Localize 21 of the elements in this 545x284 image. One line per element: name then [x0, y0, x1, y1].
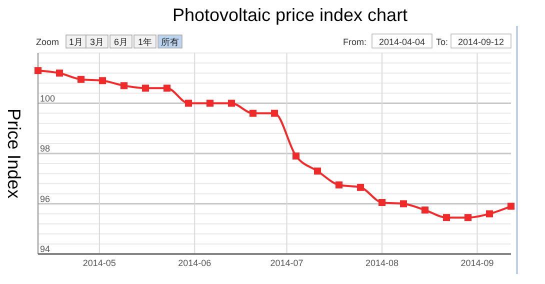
zoom-button: 所有 — [158, 34, 182, 48]
y-tick-label: 100 — [40, 93, 56, 104]
text: Zoom — [36, 37, 60, 47]
x-tick-label: 2014-09 — [460, 258, 494, 268]
chart-title: Photovoltaic price index chart — [172, 5, 408, 25]
date-field: 2014-09-12 — [450, 34, 512, 48]
y-tick-label: 96 — [40, 194, 50, 204]
date-field: 2014-04-04 — [372, 34, 432, 48]
y-tick-label: 94 — [40, 244, 50, 254]
zoom-button: 3月 — [86, 34, 108, 48]
y-tick-label: 98 — [40, 144, 50, 154]
text: To: — [436, 37, 448, 47]
text: From: — [343, 37, 366, 47]
zoom-button: 6月 — [110, 34, 132, 48]
x-tick-label: 2014-05 — [82, 258, 116, 268]
zoom-button: 1年 — [134, 34, 156, 48]
x-tick-label: 2014-07 — [270, 258, 304, 268]
y-axis-title: Price Index — [4, 108, 24, 199]
x-tick-label: 2014-08 — [365, 258, 399, 268]
x-tick-label: 2014-06 — [178, 258, 212, 268]
zoom-button: 1月 — [66, 34, 86, 48]
